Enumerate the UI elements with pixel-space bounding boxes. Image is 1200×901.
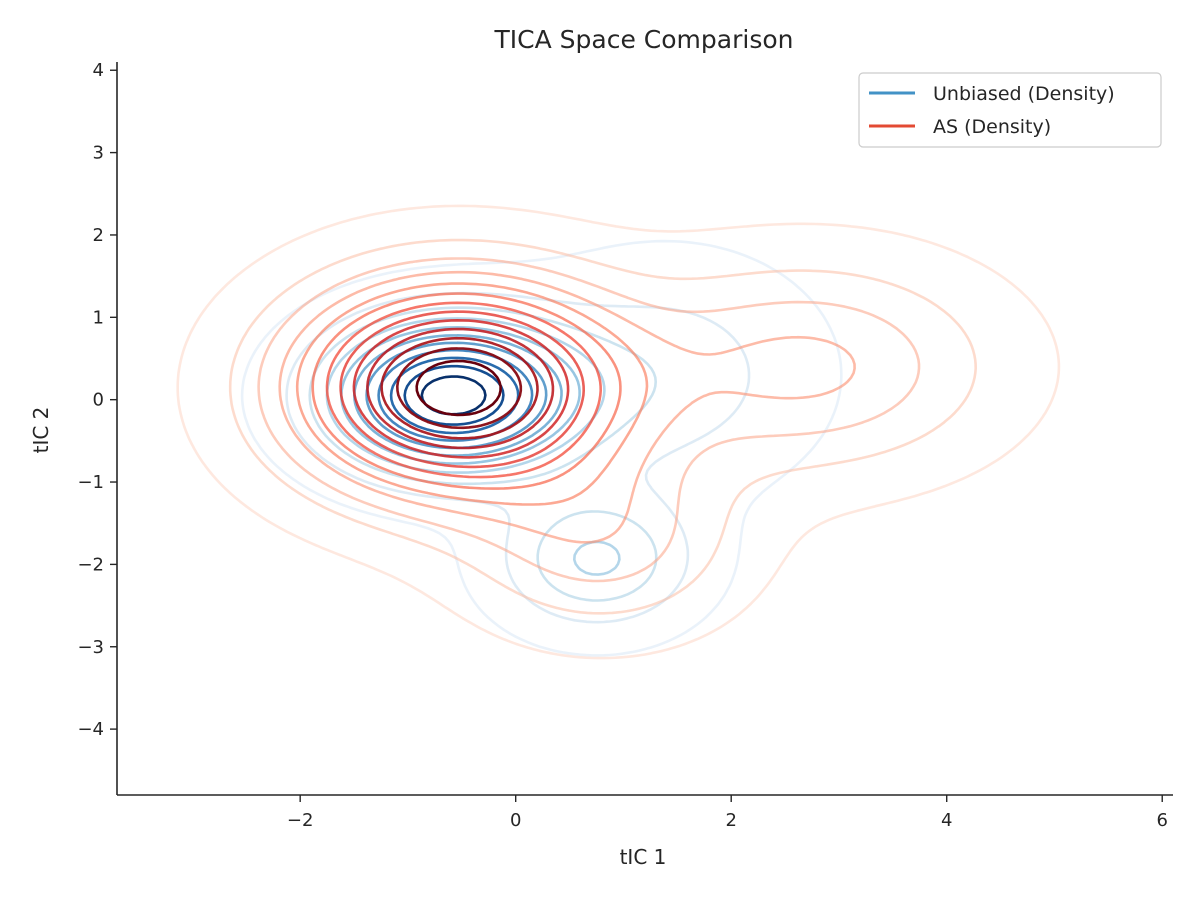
contour-level <box>366 327 555 450</box>
legend-frame <box>858 72 1162 148</box>
contour-level <box>325 301 602 479</box>
axes <box>116 62 1173 796</box>
y-tick-label: 2 <box>93 225 104 246</box>
y-tick-label: 3 <box>93 143 104 164</box>
y-tick-label: 4 <box>93 60 104 81</box>
contour-level <box>352 319 570 459</box>
x-tick-label: 2 <box>725 810 736 831</box>
legend: Unbiased (Density) AS (Density) <box>858 72 1162 148</box>
y-tick-label: −2 <box>77 554 104 575</box>
x-tick-label: 0 <box>510 810 521 831</box>
chart-title: TICA Space Comparison <box>494 25 794 54</box>
contour-level <box>176 204 1061 660</box>
x-tick-label: 6 <box>1156 810 1167 831</box>
x-axis-label: tIC 1 <box>620 845 667 869</box>
contour-level <box>396 347 523 430</box>
x-tick-label: −2 <box>287 810 314 831</box>
y-axis-label: tIC 2 <box>29 407 53 454</box>
contour-level <box>380 336 539 440</box>
y-tick-label: 0 <box>93 390 104 411</box>
contour-level <box>228 238 977 615</box>
contour-level <box>257 257 921 583</box>
contour-level <box>278 270 856 544</box>
legend-label-as: AS (Density) <box>933 116 1051 138</box>
contour-level <box>240 239 843 657</box>
contour-level <box>308 306 658 602</box>
tick-marks: −2 0 2 4 6 −4 −3 −2 −1 0 1 2 3 4 <box>77 60 1167 831</box>
as-density-contours <box>176 204 1061 660</box>
contour-level <box>415 359 502 417</box>
unbiased-density-contours <box>240 239 843 657</box>
y-tick-label: 1 <box>93 307 104 328</box>
y-tick-label: −1 <box>77 472 104 493</box>
legend-label-unbiased: Unbiased (Density) <box>933 83 1115 105</box>
y-tick-label: −3 <box>77 637 104 658</box>
x-tick-label: 4 <box>941 810 952 831</box>
y-tick-label: −4 <box>77 719 104 740</box>
contour-level <box>339 310 585 469</box>
contour-level <box>311 292 622 490</box>
contour-level <box>295 282 649 506</box>
